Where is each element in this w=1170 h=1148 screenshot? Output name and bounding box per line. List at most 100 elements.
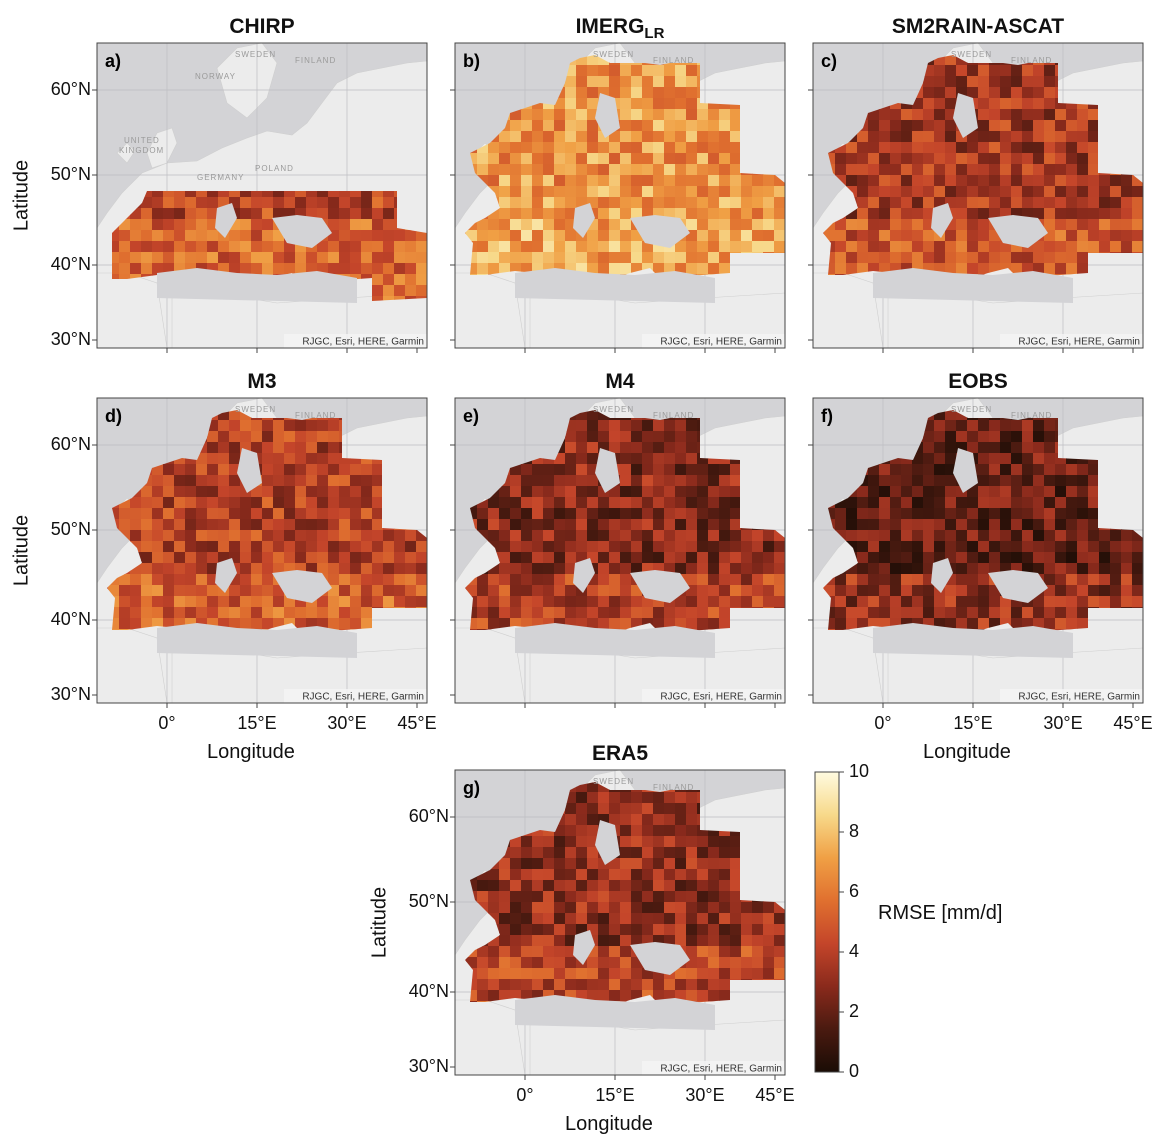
latitude-tick-label: 50°N [50, 164, 91, 184]
latitude-tick-label: 40°N [408, 981, 449, 1001]
panel-frame [96, 397, 428, 704]
y-axis-label: Latitude [10, 159, 33, 231]
colorbar-tick-label: 10 [849, 761, 870, 781]
sea-mask [515, 995, 715, 1030]
panel-title: SM2RAIN-ASCAT [813, 15, 1143, 39]
attribution-box [284, 689, 427, 703]
sea-mask [988, 570, 1048, 603]
y-axis-label: Latitude [368, 886, 391, 958]
latitude-tick-label: 30°N [50, 684, 91, 704]
panel-title: CHIRP [97, 15, 427, 39]
longitude-tick-label: 0° [158, 713, 176, 733]
latitude-tick-label: 40°N [50, 254, 91, 274]
basemap-label-uk-2: KINGDOM [119, 146, 164, 155]
sea-mask [237, 448, 262, 493]
latitude-tick-label: 60°N [50, 434, 91, 454]
sea-mask [215, 203, 237, 238]
attribution-text: RJGC, Esri, HERE, Garmin [1018, 692, 1140, 703]
basemap-land [97, 627, 168, 703]
basemap-label-poland: POLAND [255, 164, 294, 173]
panel-frame [812, 42, 1144, 349]
basemap-land [216, 43, 278, 119]
basemap-label-sweden: SWEDEN [951, 50, 992, 59]
x-axis-label: Longitude [565, 1113, 653, 1135]
longitude-tick-label: 15°E [237, 713, 277, 733]
longitude-tick-label: 45°E [397, 713, 437, 733]
colorbar-tick-label: 0 [849, 1061, 860, 1081]
x-axis-label: Longitude [207, 741, 295, 763]
basemap-label-sweden: SWEDEN [593, 50, 634, 59]
latitude-tick-label: 50°N [408, 891, 449, 911]
basemap-label-uk: UNITED [124, 136, 160, 145]
longitude-tick-label: 15°E [595, 1085, 635, 1105]
latitude-tick-label: 60°N [50, 79, 91, 99]
sea-mask [630, 570, 690, 603]
panel-title: ERA5 [455, 742, 785, 766]
sea-mask [988, 215, 1048, 248]
panel-letter: f) [821, 406, 833, 426]
panel-title: M3 [97, 370, 427, 394]
colorbar-title: RMSE [mm/d] [878, 902, 1003, 924]
sea-mask [953, 93, 978, 138]
x-axis-label: Longitude [923, 741, 1011, 763]
basemap-land [455, 999, 526, 1075]
longitude-tick-label: 30°E [327, 713, 367, 733]
panel-letter: c) [821, 51, 837, 71]
sea-mask [573, 930, 595, 965]
basemap-label-sweden: SWEDEN [593, 405, 634, 414]
basemap-label-sweden: SWEDEN [235, 50, 276, 59]
latitude-tick-label: 60°N [408, 806, 449, 826]
sea-mask [595, 93, 620, 138]
longitude-tick-label: 0° [874, 713, 892, 733]
basemap-land [146, 127, 178, 169]
panel-title-text: IMERG [575, 15, 645, 38]
sea-mask [157, 623, 357, 658]
panel-frame [812, 397, 1144, 704]
sea-mask [630, 215, 690, 248]
attribution-box [642, 334, 785, 348]
panel-frame [454, 397, 786, 704]
map-panel-eobs: SWEDEN FINLAND RJGC, Esri, HERE, Garmin f) [808, 397, 1144, 708]
longitude-tick-label: 15°E [953, 713, 993, 733]
attribution-text: RJGC, Esri, HERE, Garmin [302, 337, 424, 348]
basemap-land [116, 142, 136, 164]
basemap-label-finland: FINLAND [295, 56, 336, 65]
basemap-label-sweden: SWEDEN [593, 777, 634, 786]
map-panel-m4: SWEDEN FINLAND RJGC, Esri, HERE, Garmin e) [450, 397, 786, 708]
panel-letter: d) [105, 406, 122, 426]
sea-mask [595, 820, 620, 865]
y-axis-label: Latitude [10, 514, 33, 586]
panel-title-text: M4 [605, 370, 635, 393]
longitude-tick-label: 0° [516, 1085, 534, 1105]
sea-mask [272, 570, 332, 603]
sea-mask [573, 558, 595, 593]
sea-mask [573, 203, 595, 238]
longitude-tick-label: 45°E [1113, 713, 1153, 733]
basemap-land [813, 627, 884, 703]
map-panel-imerg: SWEDEN FINLAND RJGC, Esri, HERE, Garmin b) [450, 42, 786, 353]
basemap-label-finland: FINLAND [1011, 411, 1052, 420]
sea-mask [873, 623, 1073, 658]
longitude-tick-label: 45°E [755, 1085, 795, 1105]
panel-letter: a) [105, 51, 121, 71]
sea-mask [595, 448, 620, 493]
attribution-text: RJGC, Esri, HERE, Garmin [660, 337, 782, 348]
panel-letter: b) [463, 51, 480, 71]
panel-title-subscript: LR [644, 25, 665, 43]
panel-title: EOBS [813, 370, 1143, 394]
panel-title: M4 [455, 370, 785, 394]
longitude-tick-label: 30°E [1043, 713, 1083, 733]
colorbar [814, 771, 840, 1073]
sea-mask [215, 558, 237, 593]
map-panel-sm2rain-ascat: SWEDEN FINLAND RJGC, Esri, HERE, Garmin c) [808, 42, 1144, 353]
basemap-label-finland: FINLAND [295, 411, 336, 420]
latitude-tick-label: 40°N [50, 609, 91, 629]
attribution-text: RJGC, Esri, HERE, Garmin [660, 1064, 782, 1075]
panel-letter: e) [463, 406, 479, 426]
sea-mask [630, 942, 690, 975]
attribution-box [284, 334, 427, 348]
attribution-box [1000, 334, 1143, 348]
basemap-land [455, 627, 526, 703]
